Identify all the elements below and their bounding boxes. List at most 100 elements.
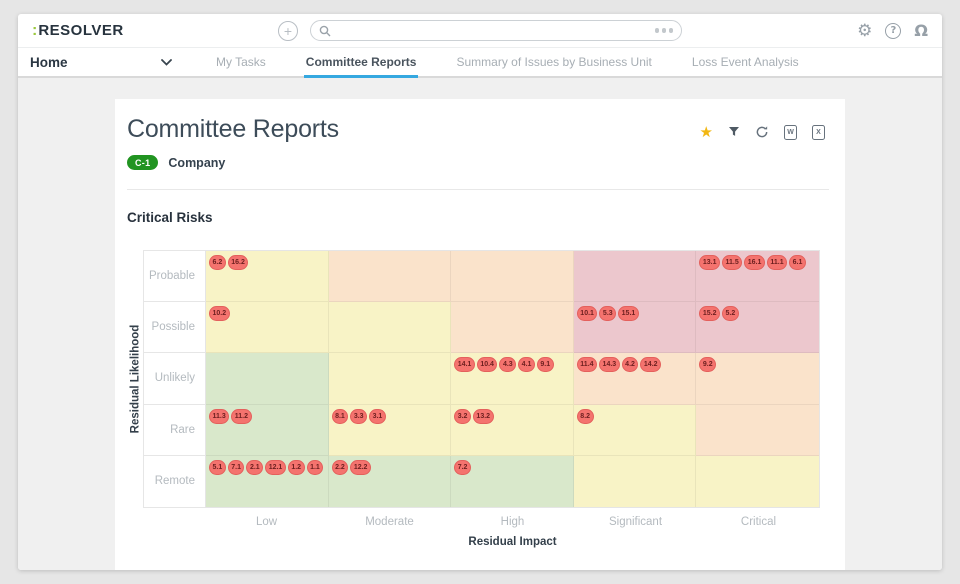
help-icon[interactable]: ? [885,22,902,39]
resolver-logo[interactable]: : RESOLVER [32,22,182,40]
nav-bar: Home My Tasks Committee Reports Summary of… [18,48,942,78]
risk-bubble[interactable]: 9.2 [699,357,717,373]
risk-bubble[interactable]: 14.2 [640,357,662,373]
tab-committee-reports[interactable]: Committee Reports [303,48,419,78]
risk-bubble[interactable]: 11.1 [766,255,788,270]
heatmap-cell-possible-critical: 15.2 5.2 [696,302,819,354]
report-card: Committee Reports ★ W [115,99,845,570]
risk-bubble[interactable]: 12.2 [350,459,371,475]
risk-bubble[interactable]: 15.1 [618,306,639,322]
risk-bubble[interactable]: 11.2 [231,408,252,424]
logo-colon: : [32,21,39,39]
heatmap-cell-rare-significant: 8.2 [573,404,697,456]
search-input[interactable] [337,23,649,38]
risk-bubble[interactable]: 10.2 [209,306,230,322]
heatmap-cell-rare-low: 11.3 11.2 [206,404,329,456]
y-axis-label: Residual Likelihood [129,324,142,434]
risk-bubble[interactable]: 3.3 [350,408,368,424]
tab-my-tasks[interactable]: My Tasks [216,54,266,69]
risk-bubble[interactable]: 5.3 [599,306,617,322]
report-subject: C-1 Company [127,155,829,170]
heatmap-cell-possible-moderate [328,302,452,354]
topbar-right: ⚙ ? Ω [778,21,928,41]
heatmap-grid: 6.2 16.2 13.1 11.5 16.1 11.1 6.1 10.2 10.1 5.3 15.… [205,250,820,508]
heatmap-cell-unlikely-significant: 11.4 14.3 4.2 14.2 [573,353,697,405]
risk-bubble[interactable]: 6.2 [209,255,226,270]
risk-bubble[interactable]: 9.1 [536,357,554,373]
risk-bubble[interactable]: 1.2 [287,459,305,475]
risk-bubble[interactable]: 11.3 [209,408,230,424]
search-bar[interactable] [310,20,682,41]
risk-bubble[interactable]: 5.1 [209,459,226,475]
row-label-rare: Rare [144,405,205,456]
risk-bubble[interactable]: 13.1 [699,255,721,270]
risk-bubble[interactable]: 2.1 [246,459,264,475]
risk-bubble[interactable]: 10.4 [476,357,498,373]
chevron-down-icon [161,58,172,66]
heatmap-cell-remote-moderate: 2.2 12.2 [328,455,452,507]
heatmap-cell-probable-moderate [328,251,452,303]
risk-bubble[interactable]: 12.1 [265,459,286,475]
heatmap-cell-possible-high [451,302,574,354]
heatmap-cell-unlikely-low [206,353,329,405]
risk-bubble[interactable]: 14.3 [599,357,620,373]
reference-badge[interactable]: C-1 [127,155,159,170]
logo-text: RESOLVER [38,21,124,39]
section-title: Critical Risks [127,210,213,225]
heatmap-cell-unlikely-high: 14.1 10.4 4.3 4.1 9.1 [451,353,574,405]
heatmap-cell-unlikely-moderate [328,353,452,405]
risk-bubble[interactable]: 14.1 [454,357,475,373]
risk-bubble[interactable]: 2.2 [331,459,349,475]
risk-bubble[interactable]: 7.1 [227,459,245,475]
home-menu[interactable]: Home [28,48,186,76]
heatmap-cell-remote-critical [696,455,819,507]
column-label-high: High [500,516,525,528]
tab-strip: My Tasks Committee Reports Summary of Issu… [214,48,801,78]
risk-bubble[interactable]: 4.2 [621,357,639,373]
risk-bubble[interactable]: 16.2 [227,255,249,270]
top-bar: : RESOLVER + ⚙ ? Ω [18,14,942,48]
more-options-icon[interactable] [654,28,673,33]
divider [127,189,829,190]
column-label-critical: Critical [740,516,777,528]
export-excel-icon[interactable]: X [812,124,825,140]
refresh-icon[interactable] [755,125,769,139]
risk-bubble[interactable]: 13.2 [472,408,494,424]
heatmap-cell-rare-critical [696,404,819,456]
heatmap-cell-rare-high: 3.2 13.2 [451,404,574,456]
row-label-possible: Possible [144,302,205,354]
row-label-unlikely: Unlikely [144,353,205,405]
risk-bubble[interactable]: 11.5 [722,255,743,270]
x-axis-label: Residual Impact [468,536,557,548]
filter-icon[interactable] [728,126,740,138]
risk-bubble[interactable]: 5.2 [722,306,739,322]
risk-bubble[interactable]: 3.1 [369,408,386,424]
risk-bubble[interactable]: 10.1 [576,306,598,322]
risk-bubble[interactable]: 11.4 [576,357,598,373]
risk-bubble[interactable]: 7.2 [454,459,471,475]
risk-bubble[interactable]: 1.1 [306,459,324,475]
home-label: Home [30,54,68,70]
risk-bubble[interactable]: 8.1 [331,408,349,424]
risk-bubble[interactable]: 15.2 [699,306,721,322]
risk-bubble[interactable]: 8.2 [576,408,594,424]
column-label-moderate: Moderate [365,516,414,528]
search-icon [319,25,331,36]
heatmap-cell-probable-significant [573,251,697,303]
tab-summary-of-issues-by-business-unit[interactable]: Summary of Issues by Business Unit [456,54,652,69]
row-label-probable: Probable [144,251,205,303]
export-word-icon[interactable]: W [784,124,797,140]
content-area: Committee Reports ★ W [18,78,942,570]
heatmap-cell-rare-moderate: 8.1 3.3 3.1 [328,404,452,456]
star-icon[interactable]: ★ [699,123,713,141]
risk-bubble[interactable]: 4.3 [499,357,517,373]
user-icon[interactable]: Ω [914,21,928,40]
gear-icon[interactable]: ⚙ [857,20,873,41]
risk-bubble[interactable]: 4.1 [518,357,535,373]
heatmap-cell-unlikely-critical: 9.2 [696,353,819,405]
risk-bubble[interactable]: 3.2 [454,408,471,424]
tab-loss-event-analysis[interactable]: Loss Event Analysis [691,54,799,69]
risk-bubble[interactable]: 6.1 [789,255,806,270]
risk-bubble[interactable]: 16.1 [744,255,765,270]
plus-icon[interactable]: + [278,20,298,41]
